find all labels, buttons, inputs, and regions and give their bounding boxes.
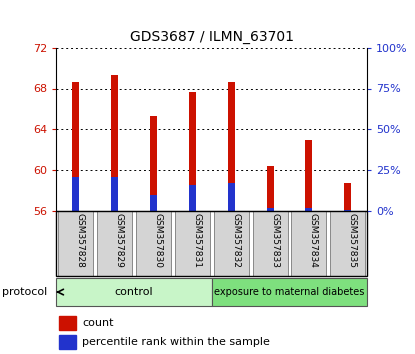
Bar [150, 116, 157, 211]
Bar [344, 210, 352, 211]
Text: GSM357833: GSM357833 [270, 213, 279, 268]
Text: GSM357828: GSM357828 [76, 213, 85, 268]
FancyBboxPatch shape [214, 211, 249, 276]
Bar [266, 166, 273, 211]
Bar [305, 207, 312, 211]
Title: GDS3687 / ILMN_63701: GDS3687 / ILMN_63701 [129, 30, 294, 44]
FancyBboxPatch shape [175, 211, 210, 276]
Text: GSM357831: GSM357831 [192, 213, 201, 268]
Text: protocol: protocol [2, 287, 47, 297]
FancyBboxPatch shape [56, 278, 212, 306]
FancyBboxPatch shape [212, 278, 367, 306]
Bar [189, 92, 196, 211]
Bar [344, 183, 352, 211]
FancyBboxPatch shape [97, 211, 132, 276]
Bar [111, 177, 118, 211]
Bar [59, 335, 76, 349]
Bar [227, 183, 234, 211]
FancyBboxPatch shape [252, 211, 288, 276]
Text: GSM357830: GSM357830 [153, 213, 162, 268]
Text: GSM357835: GSM357835 [348, 213, 357, 268]
Bar [72, 82, 79, 211]
Text: GSM357829: GSM357829 [115, 213, 123, 268]
Bar [227, 82, 234, 211]
Text: GSM357834: GSM357834 [309, 213, 318, 268]
Text: GSM357832: GSM357832 [231, 213, 240, 268]
Bar [266, 207, 273, 211]
Text: count: count [83, 318, 114, 328]
Text: percentile rank within the sample: percentile rank within the sample [83, 337, 270, 347]
FancyBboxPatch shape [58, 211, 93, 276]
Bar [111, 75, 118, 211]
Text: exposure to maternal diabetes: exposure to maternal diabetes [214, 287, 365, 297]
Bar [59, 316, 76, 330]
FancyBboxPatch shape [136, 211, 171, 276]
Bar [72, 177, 79, 211]
Bar [189, 185, 196, 211]
FancyBboxPatch shape [330, 211, 365, 276]
Bar [150, 195, 157, 211]
Text: control: control [115, 287, 153, 297]
FancyBboxPatch shape [291, 211, 327, 276]
Bar [305, 141, 312, 211]
